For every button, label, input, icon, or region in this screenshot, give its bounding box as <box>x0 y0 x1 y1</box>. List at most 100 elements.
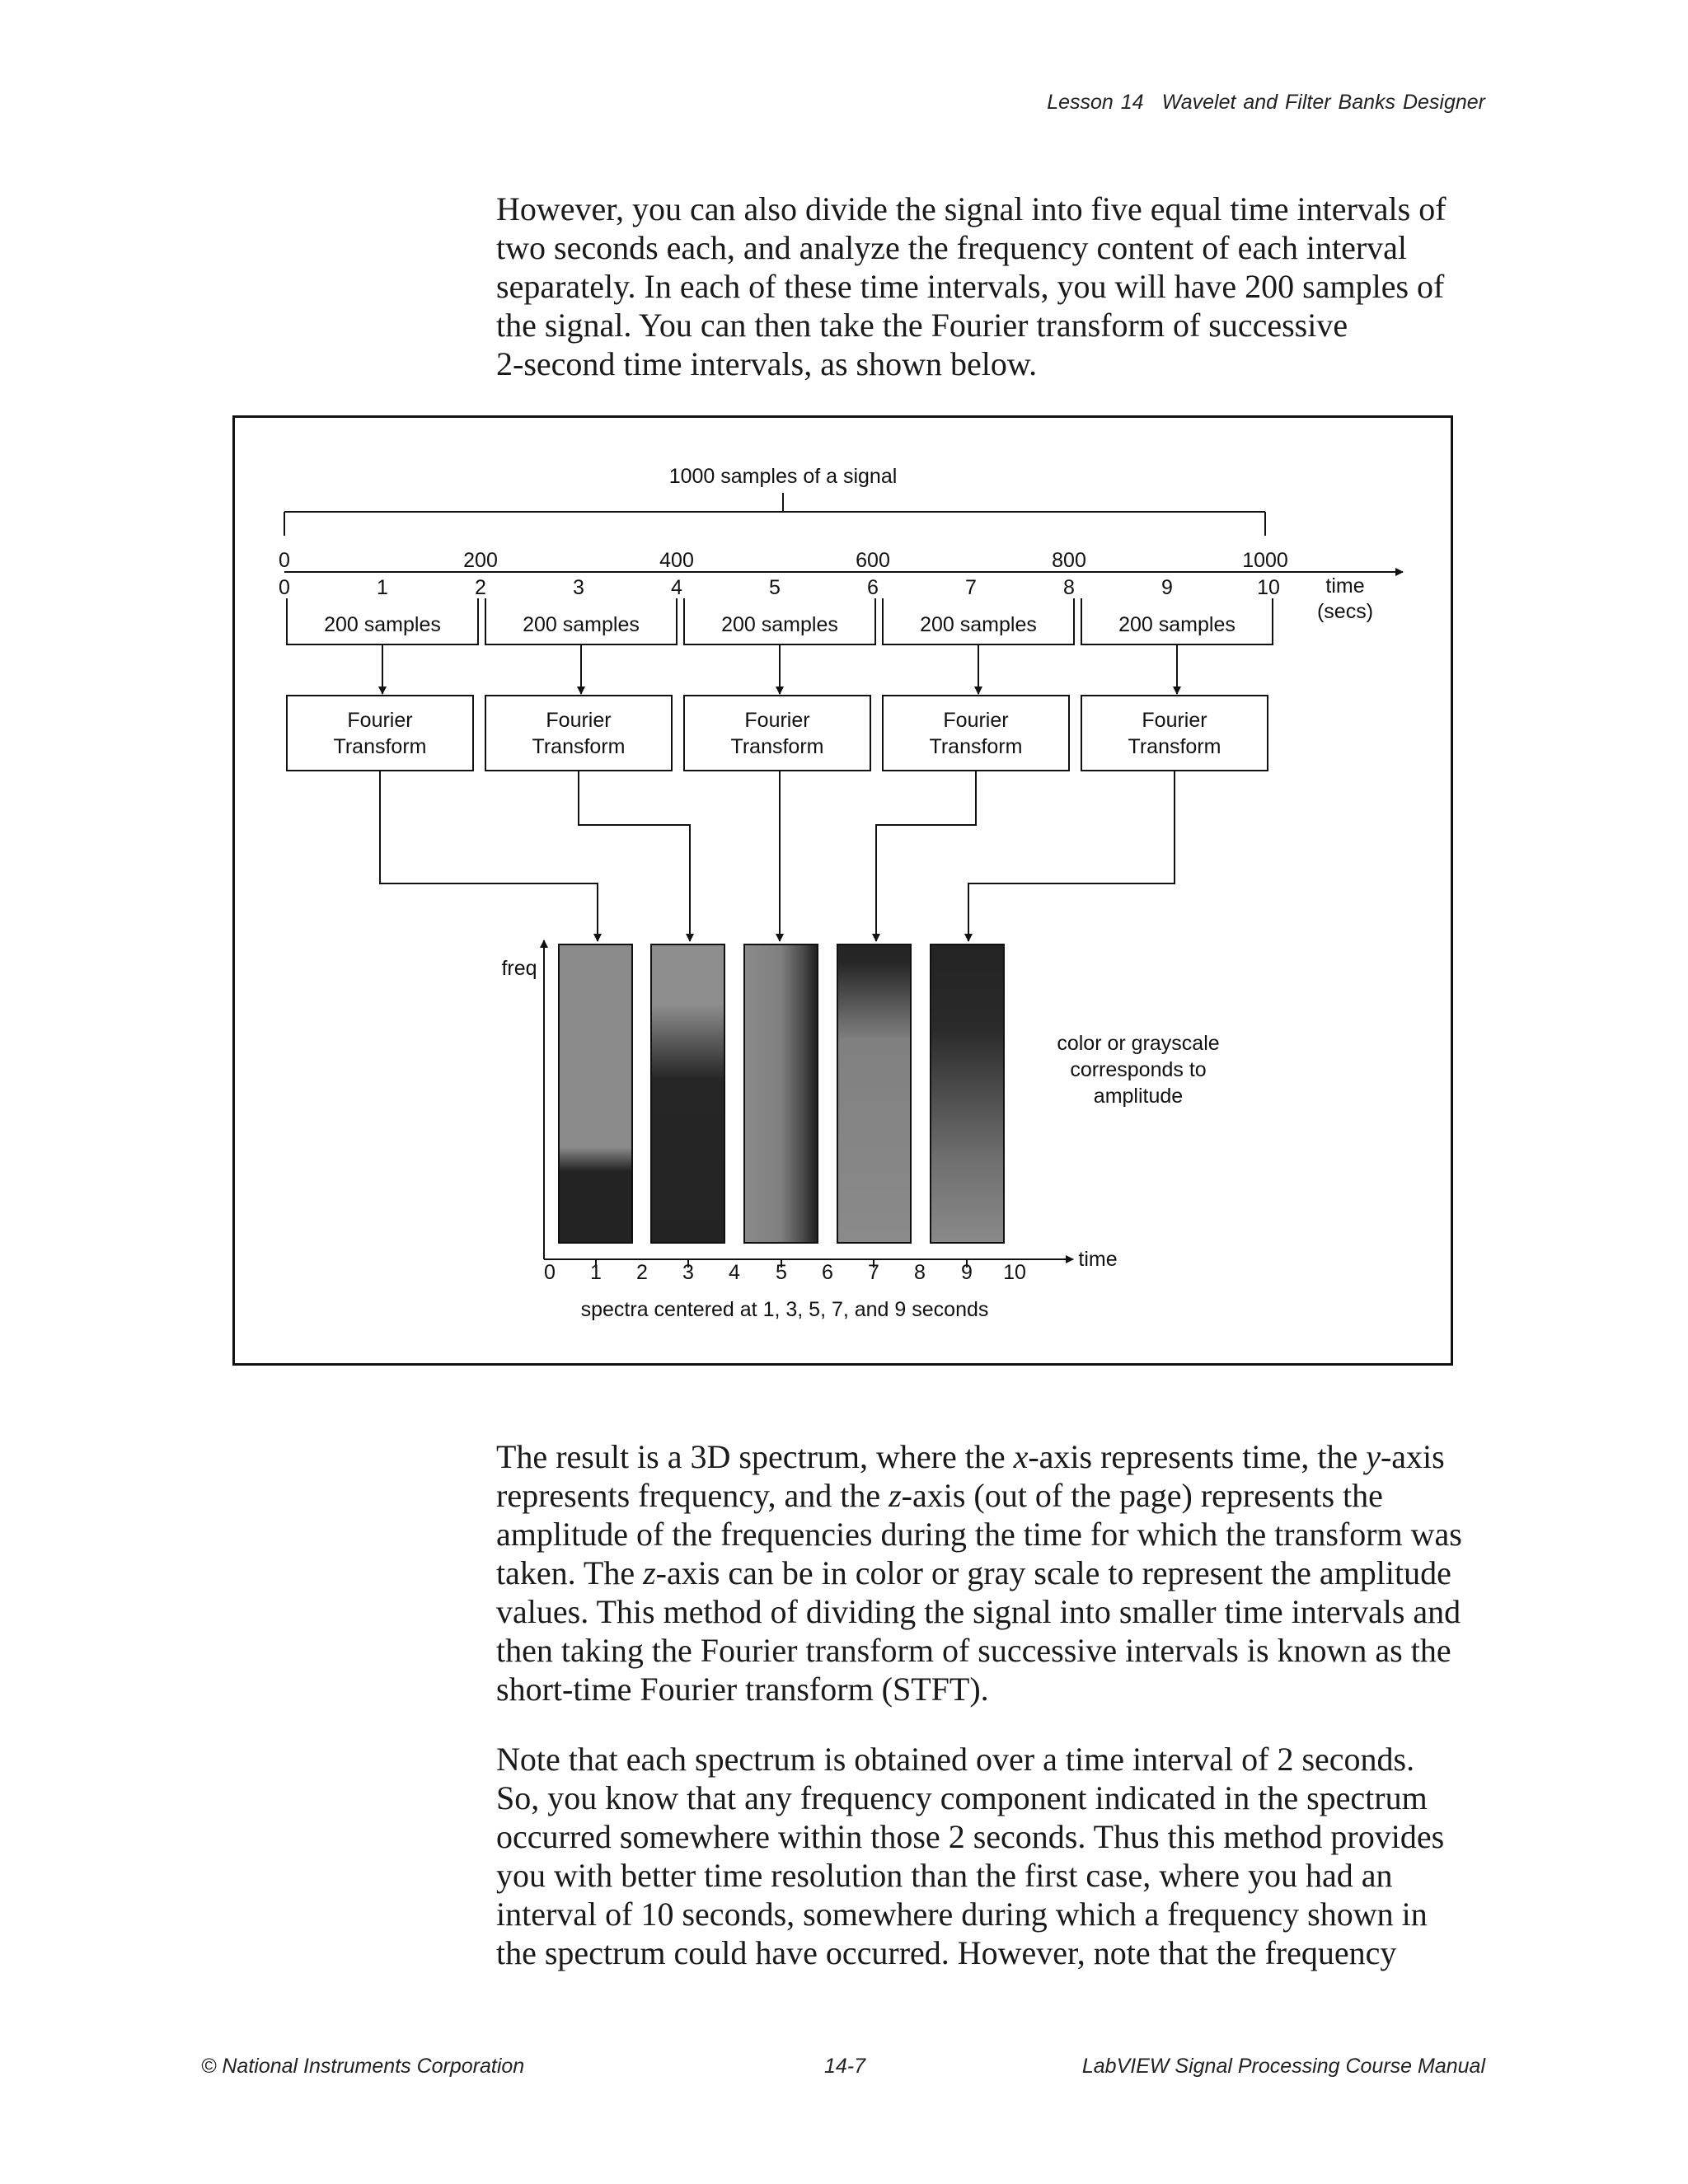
intro-line: the signal. You can then take the Fourie… <box>496 307 1348 344</box>
intro-line: 2-second time intervals, as shown below. <box>496 345 1038 382</box>
note-line: the spectrum could have occurred. Howeve… <box>496 1934 1397 1971</box>
time-tick: 3 <box>573 576 584 599</box>
route-arrow <box>964 771 1175 942</box>
transform-label: Fourier <box>347 709 412 732</box>
time-tick: 7 <box>965 576 977 599</box>
bottom-tick: 5 <box>776 1261 787 1284</box>
bracket-label: 1000 samples of a signal <box>669 465 898 488</box>
time-tick: 4 <box>671 576 682 599</box>
time-tick: 5 <box>769 576 781 599</box>
result-line: taken. The z-axis can be in color or gra… <box>496 1554 1493 1592</box>
time-tick: 6 <box>867 576 879 599</box>
bottom-tick: 10 <box>1003 1261 1026 1284</box>
sample-tick: 800 <box>1052 549 1086 572</box>
result-line: The result is a 3D spectrum, where the x… <box>496 1437 1493 1476</box>
header-lesson: Lesson 14 <box>1047 91 1144 114</box>
sample-tick: 600 <box>856 549 890 572</box>
bottom-tick: 0 <box>544 1261 556 1284</box>
route-arrow <box>578 771 694 942</box>
spectrum-bar-5s <box>743 944 818 1244</box>
page-header: Lesson 14 Wavelet and Filter Banks Design… <box>1047 91 1485 115</box>
text-run: -axis can be in color or gray scale to r… <box>655 1554 1451 1591</box>
time-axis-bottom-label: time <box>1078 1248 1117 1271</box>
sample-tick: 0 <box>279 549 290 572</box>
transform-label: Transform <box>1128 735 1221 758</box>
intro-line: However, you can also divide the signal … <box>496 190 1447 227</box>
result-line: amplitude of the frequencies during the … <box>496 1516 1462 1553</box>
amplitude-note-line: corresponds to <box>1070 1058 1206 1081</box>
footer-right: LabVIEW Signal Processing Course Manual <box>1081 2055 1485 2078</box>
italic-var: z <box>643 1554 656 1591</box>
sample-tick: 400 <box>659 549 694 572</box>
bottom-tick: 6 <box>822 1261 833 1284</box>
bottom-tick: 3 <box>682 1261 694 1284</box>
route-arrow <box>379 771 602 942</box>
note-line: Note that each spectrum is obtained over… <box>496 1741 1415 1778</box>
note-line: interval of 10 seconds, somewhere during… <box>496 1896 1428 1933</box>
time-tick: 10 <box>1257 576 1280 599</box>
italic-var: z <box>889 1477 902 1514</box>
bottom-tick: 4 <box>729 1261 740 1284</box>
sample-tick: 1000 <box>1242 549 1288 572</box>
result-paragraph: The result is a 3D spectrum, where the x… <box>496 1437 1493 1708</box>
fourier-transform-box <box>683 695 871 771</box>
intro-line: separately. In each of these time interv… <box>496 268 1445 305</box>
footer-left: © National Instruments Corporation <box>201 2055 525 2078</box>
intro-line: two seconds each, and analyze the freque… <box>496 229 1408 266</box>
transform-label: Transform <box>334 735 427 758</box>
interval-label: 200 samples <box>523 613 640 636</box>
time-tick: 0 <box>279 576 290 599</box>
text-run: represents frequency, and the <box>496 1477 889 1514</box>
time-tick: 1 <box>377 576 388 599</box>
bottom-tick: 7 <box>868 1261 879 1284</box>
figure-caption: spectra centered at 1, 3, 5, 7, and 9 se… <box>581 1298 989 1321</box>
note-line: occurred somewhere within those 2 second… <box>496 1818 1445 1855</box>
text-run: -axis (out of the page) represents the <box>901 1477 1383 1514</box>
time-axis-label: time <box>1325 574 1364 598</box>
fourier-transform-box <box>1081 695 1268 771</box>
route-arrow <box>872 771 977 942</box>
result-line: short-time Fourier transform (STFT). <box>496 1671 989 1708</box>
transform-label: Transform <box>930 735 1023 758</box>
bottom-tick: 2 <box>636 1261 648 1284</box>
transform-label: Fourier <box>943 709 1008 732</box>
interval-label: 200 samples <box>324 613 441 636</box>
transform-label: Fourier <box>744 709 809 732</box>
result-line: values. This method of dividing the sign… <box>496 1593 1461 1630</box>
interval-label: 200 samples <box>1118 613 1236 636</box>
note-line: you with better time resolution than the… <box>496 1857 1393 1894</box>
time-tick: 8 <box>1063 576 1075 599</box>
text-run: -axis <box>1380 1438 1445 1475</box>
spectrum-bar-7s <box>837 944 912 1244</box>
transform-label: Fourier <box>546 709 611 732</box>
note-paragraph: Note that each spectrum is obtained over… <box>496 1740 1493 1972</box>
spectrum-bar-3s <box>650 944 725 1244</box>
italic-var: y <box>1366 1438 1381 1475</box>
interval-label: 200 samples <box>721 613 838 636</box>
spectrum-bar-9s <box>930 944 1005 1244</box>
text-run: -axis represents time, the <box>1028 1438 1367 1475</box>
transform-label: Transform <box>532 735 626 758</box>
spectrum-bar-1s <box>558 944 633 1244</box>
text-run: taken. The <box>496 1554 644 1591</box>
header-title: Wavelet and Filter Banks Designer <box>1161 91 1485 114</box>
amplitude-note-line: amplitude <box>1094 1085 1183 1108</box>
figure-frame <box>232 415 1453 1366</box>
transform-label: Fourier <box>1142 709 1207 732</box>
freq-axis-label: freq <box>501 957 537 980</box>
text-run: The result is a 3D spectrum, where the <box>496 1438 1014 1475</box>
stft-diagram: 1000 samples of a signal 0 2 0 0 400 600 8… <box>279 465 1404 1321</box>
bottom-tick: 8 <box>914 1261 926 1284</box>
result-line: then taking the Fourier transform of suc… <box>496 1632 1451 1669</box>
interval-label: 200 samples <box>920 613 1037 636</box>
italic-var: x <box>1013 1438 1029 1475</box>
bottom-tick: 1 <box>590 1261 602 1284</box>
transform-label: Transform <box>731 735 824 758</box>
time-tick: 9 <box>1161 576 1173 599</box>
amplitude-note-line: color or grayscale <box>1057 1032 1219 1055</box>
time-tick: 2 <box>475 576 486 599</box>
fourier-transform-box <box>882 695 1070 771</box>
fourier-transform-box <box>485 695 673 771</box>
fourier-transform-box <box>286 695 474 771</box>
time-axis-unit: (secs) <box>1317 600 1373 623</box>
